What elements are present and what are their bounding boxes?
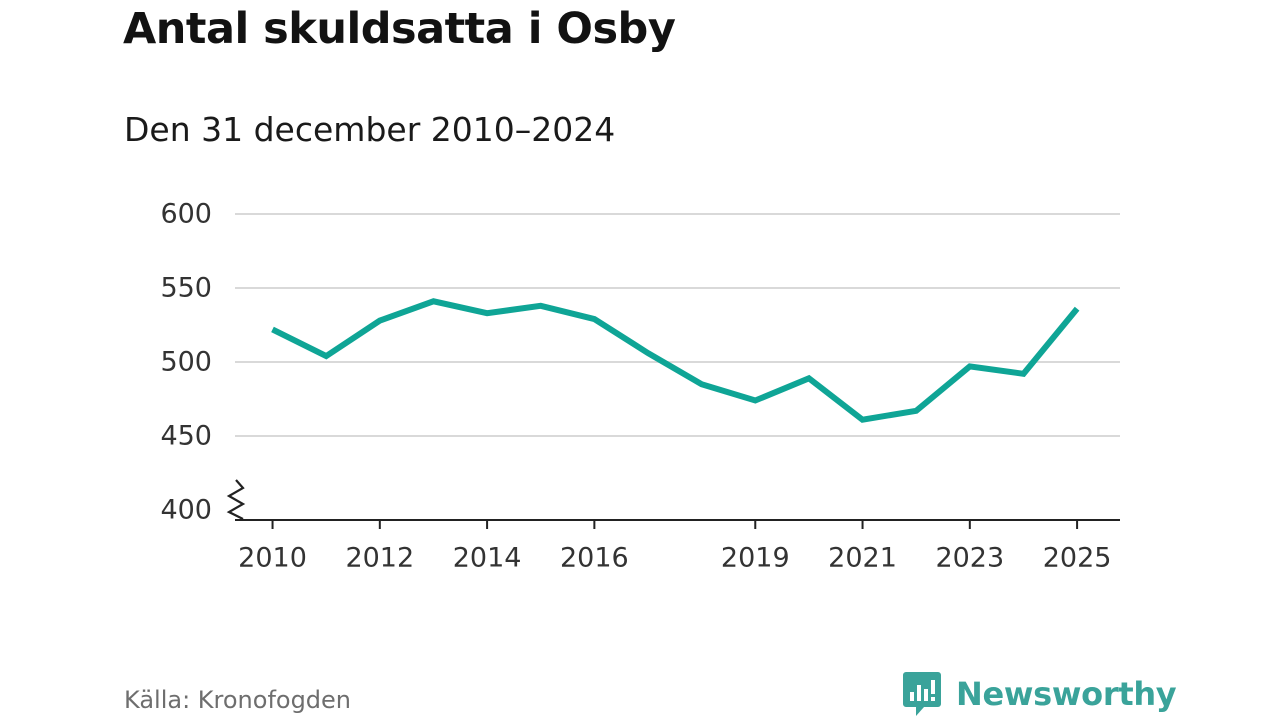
y-tick-label: 550: [160, 273, 212, 304]
y-tick-label: 400: [160, 495, 212, 526]
source-note: Källa: Kronofogden: [124, 686, 352, 714]
x-tick-label: 2014: [453, 543, 522, 574]
y-tick-label: 500: [160, 347, 212, 378]
y-tick-label: 450: [160, 421, 212, 452]
brand: Newsworthy: [902, 670, 1177, 718]
x-tick-label: 2023: [935, 543, 1004, 574]
axis-break-icon: [226, 479, 246, 520]
x-tick-label: 2016: [560, 543, 629, 574]
newsworthy-logo-icon: [903, 672, 941, 716]
x-tick-label: 2012: [345, 543, 414, 574]
x-tick-label: 2025: [1043, 543, 1112, 574]
brand-name: Newsworthy: [956, 675, 1177, 713]
axis-break-zigzag: [226, 479, 246, 520]
x-tick-label: 2019: [721, 543, 790, 574]
x-tick-label: 2010: [238, 543, 307, 574]
chart-title: Antal skuldsatta i Osby: [123, 4, 676, 54]
chart-subtitle: Den 31 december 2010–2024: [124, 110, 616, 149]
line-chart: 400 450 500 550 600 2010 2012 2014 2016 2019 2021…: [160, 199, 1120, 574]
x-axis-ticks: 2010 2012 2014 2016 2019 2021 2023 2025: [238, 520, 1111, 574]
y-axis-ticks: 400 450 500 550 600: [160, 199, 212, 526]
y-tick-label: 600: [160, 199, 212, 230]
series-layer: [271, 298, 1080, 423]
series-line-0: [271, 298, 1080, 423]
grid-lines: [235, 213, 1120, 437]
x-tick-label: 2021: [828, 543, 897, 574]
